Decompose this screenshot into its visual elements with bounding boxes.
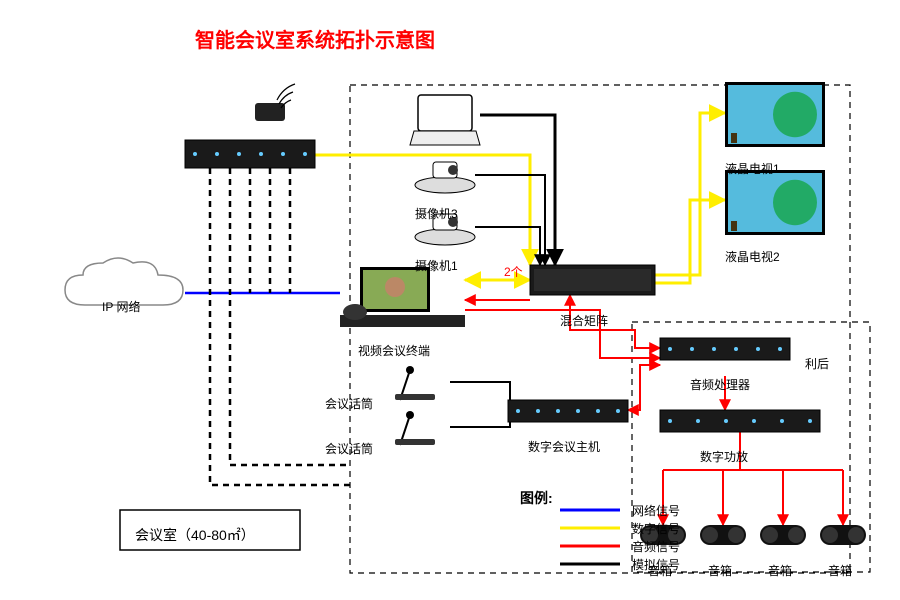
- legend-label-digital: 数字信号: [632, 520, 680, 537]
- label-cam3: 摄像机3: [415, 205, 458, 222]
- node-sp2: [700, 525, 746, 545]
- legend-label-analog: 模拟信号: [632, 556, 680, 573]
- node-mic2: [395, 411, 435, 445]
- label-cam1: 摄像机1: [415, 257, 458, 274]
- node-vc: [340, 267, 465, 327]
- label-sp3: 音箱: [768, 562, 792, 579]
- legend-header: 图例:: [520, 488, 553, 508]
- room-label: 会议室（40-80㎡）: [135, 525, 255, 545]
- label-cloud: IP 网络: [102, 298, 140, 315]
- label-vc: 视频会议终端: [358, 342, 430, 359]
- label-matrix: 混合矩阵: [560, 312, 608, 329]
- label-tv2: 液晶电视2: [725, 248, 780, 265]
- node-sp3: [760, 525, 806, 545]
- label-amp: 数字功放: [700, 448, 748, 465]
- legend-label-audio: 音频信号: [632, 538, 680, 555]
- node-confHost: [508, 400, 628, 422]
- label-audioProc: 音频处理器: [690, 376, 750, 393]
- label-twoLabel: 2个: [504, 263, 523, 280]
- node-laptop: [410, 95, 480, 145]
- label-mic2: 会议话筒: [325, 440, 373, 457]
- label-mic1: 会议话筒: [325, 395, 373, 412]
- node-tv2: [725, 170, 825, 235]
- label-confHost: 数字会议主机: [528, 438, 600, 455]
- label-tv1: 液晶电视1: [725, 160, 780, 177]
- legend-label-network: 网络信号: [632, 502, 680, 519]
- node-audioProc: [660, 338, 790, 360]
- label-sp2: 音箱: [708, 562, 732, 579]
- node-cam3: [415, 162, 475, 193]
- node-sp4: [820, 525, 866, 545]
- node-amp: [660, 410, 820, 432]
- node-wifi: [255, 84, 295, 121]
- node-switch: [185, 140, 315, 168]
- label-sp4: 音箱: [828, 562, 852, 579]
- node-tv1: [725, 82, 825, 147]
- node-mic1: [395, 366, 435, 400]
- label-liLabel: 利后: [805, 355, 829, 372]
- node-matrix: [530, 265, 655, 295]
